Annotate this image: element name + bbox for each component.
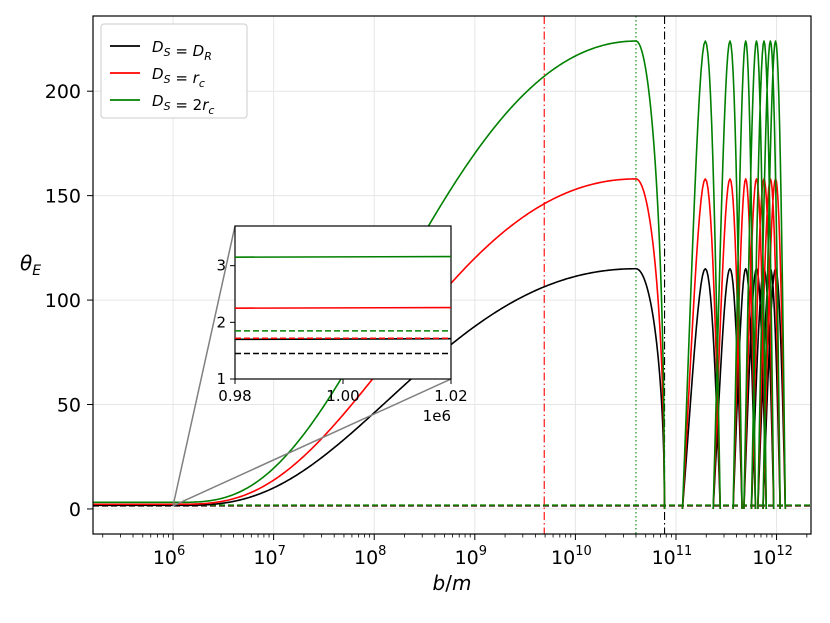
inset-y-tick-label: 2 [216, 313, 226, 331]
inset-connector-lines [172, 225, 452, 507]
legend-label: DS = rc [152, 65, 205, 90]
x-tick-label: 109 [455, 544, 487, 569]
vertical-reference-lines [543, 16, 666, 534]
inset-y-tick-label: 1 [216, 370, 226, 388]
plot-frame [92, 15, 812, 535]
legend-label: DS = 2rc [152, 92, 214, 117]
legend-label: DS = DR [152, 38, 212, 63]
inset-series-line [235, 255, 451, 258]
x-tick-label: 108 [354, 544, 386, 569]
x-axis-label: b/m [433, 571, 472, 595]
x-tick-label: 1010 [551, 544, 592, 569]
y-tick-label: 100 [45, 290, 81, 312]
x-tick-label: 106 [153, 544, 185, 569]
inset-lines [235, 255, 451, 355]
y-tick-label: 200 [45, 81, 81, 103]
inset-x-tick-label: 1.02 [434, 387, 467, 405]
inset-x-tick-label: 1.00 [326, 387, 359, 405]
inset-offset-text: 1e6 [423, 407, 451, 425]
x-tick-label: 107 [253, 544, 285, 569]
y-axis-label: θE [20, 251, 41, 279]
connector-line [172, 225, 236, 506]
x-tick-label: 1011 [652, 544, 693, 569]
inset-x-tick-label: 0.98 [218, 387, 251, 405]
inset-zoom: 1 2 3 0.98 1.00 1.02 1e6 [216, 225, 468, 425]
legend-box [100, 23, 248, 119]
axis-ticks: 0 50 100 150 200 106 107 108 109 1010 1011 1012 [45, 81, 808, 569]
inset-frame [234, 225, 452, 380]
inset-y-tick-label: 3 [216, 257, 226, 275]
x-tick-label: 1012 [752, 544, 793, 569]
y-tick-label: 0 [69, 499, 81, 521]
y-tick-label: 50 [57, 395, 81, 417]
inset-series-line [235, 306, 451, 309]
y-tick-label: 150 [45, 186, 81, 208]
connector-line [172, 378, 452, 507]
